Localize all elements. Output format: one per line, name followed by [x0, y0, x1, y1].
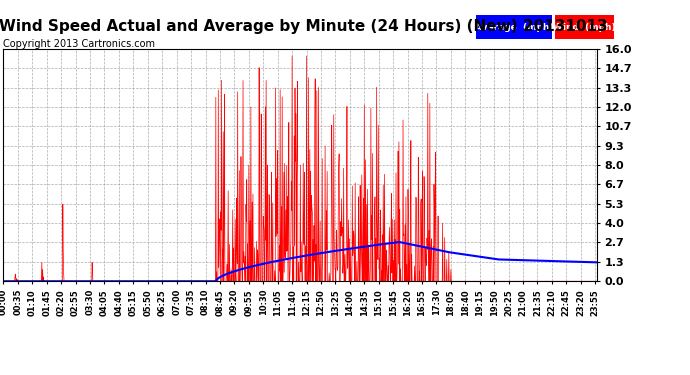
Text: Wind  (mph): Wind (mph)	[553, 22, 616, 32]
Text: Copyright 2013 Cartronics.com: Copyright 2013 Cartronics.com	[3, 39, 155, 50]
Text: Average  (mph): Average (mph)	[475, 22, 553, 32]
Text: Wind Speed Actual and Average by Minute (24 Hours) (New) 20131013: Wind Speed Actual and Average by Minute …	[0, 19, 608, 34]
